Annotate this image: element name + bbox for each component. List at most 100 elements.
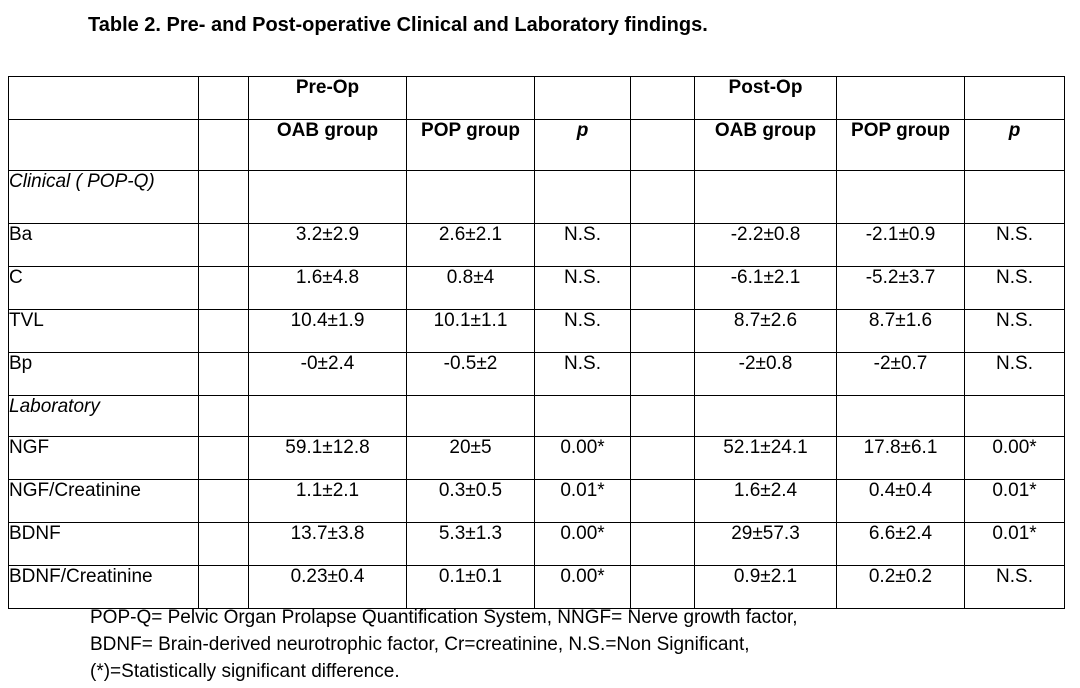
value-cell: 0.00* <box>534 522 631 566</box>
column-header-row: OAB group POP group p OAB group POP grou… <box>8 119 1065 171</box>
empty-cell <box>8 119 199 171</box>
value-cell: -2.1±0.9 <box>836 223 965 267</box>
row-label: NGF/Creatinine <box>8 479 199 523</box>
table-row: BDNF 13.7±3.8 5.3±1.3 0.00* 29±57.3 6.6±2.4 0.… <box>8 522 1065 566</box>
empty-cell <box>630 436 695 480</box>
value-cell: 1.1±2.1 <box>248 479 407 523</box>
empty-cell <box>198 565 249 609</box>
value-cell: 13.7±3.8 <box>248 522 407 566</box>
empty-cell <box>630 266 695 310</box>
value-cell: 0.01* <box>534 479 631 523</box>
value-cell: N.S. <box>534 223 631 267</box>
value-cell: -6.1±2.1 <box>694 266 837 310</box>
table-row: BDNF/Creatinine 0.23±0.4 0.1±0.1 0.00* 0.9±2… <box>8 565 1065 609</box>
value-cell: -2.2±0.8 <box>694 223 837 267</box>
column-header-pre-pop: POP group <box>406 119 535 171</box>
value-cell: N.S. <box>964 565 1065 609</box>
value-cell: -0.5±2 <box>406 352 535 396</box>
empty-cell <box>630 395 695 437</box>
empty-cell <box>198 309 249 353</box>
value-cell: 8.7±2.6 <box>694 309 837 353</box>
footnote-line: BDNF= Brain-derived neurotrophic factor,… <box>90 634 750 655</box>
row-label: BDNF <box>8 522 199 566</box>
table-row: Ba 3.2±2.9 2.6±2.1 N.S. -2.2±0.8 -2.1±0.9 N.S. <box>8 223 1065 267</box>
empty-cell <box>630 170 695 224</box>
value-cell: 6.6±2.4 <box>836 522 965 566</box>
empty-cell <box>198 522 249 566</box>
value-cell: 10.4±1.9 <box>248 309 407 353</box>
value-cell: N.S. <box>964 352 1065 396</box>
value-cell: -0±2.4 <box>248 352 407 396</box>
value-cell: N.S. <box>964 309 1065 353</box>
table-title: Table 2. Pre- and Post-operative Clinica… <box>88 14 708 36</box>
section-row: Laboratory <box>8 395 1065 437</box>
value-cell: 10.1±1.1 <box>406 309 535 353</box>
table-row: NGF/Creatinine 1.1±2.1 0.3±0.5 0.01* 1.6±2.4… <box>8 479 1065 523</box>
row-label: NGF <box>8 436 199 480</box>
empty-cell <box>630 76 695 120</box>
empty-cell <box>630 223 695 267</box>
value-cell: -2±0.8 <box>694 352 837 396</box>
value-cell: 0.00* <box>534 436 631 480</box>
footnote-line: (*)=Statistically significant difference… <box>90 661 400 682</box>
column-header-post-oab: OAB group <box>694 119 837 171</box>
findings-table: Pre-Op Post-Op OAB group POP group p OAB… <box>8 76 1065 609</box>
value-cell: 17.8±6.1 <box>836 436 965 480</box>
value-cell: 0.4±0.4 <box>836 479 965 523</box>
value-cell: 0.8±4 <box>406 266 535 310</box>
empty-cell <box>964 395 1065 437</box>
empty-cell <box>406 170 535 224</box>
empty-cell <box>534 395 631 437</box>
value-cell: N.S. <box>964 266 1065 310</box>
value-cell: -5.2±3.7 <box>836 266 965 310</box>
empty-cell <box>630 479 695 523</box>
value-cell: 59.1±12.8 <box>248 436 407 480</box>
value-cell: 0.00* <box>534 565 631 609</box>
section-label: Laboratory <box>8 395 199 437</box>
row-label: C <box>8 266 199 310</box>
empty-cell <box>8 76 199 120</box>
footnote: POP-Q= Pelvic Organ Prolapse Quantificat… <box>90 604 798 685</box>
value-cell: 8.7±1.6 <box>836 309 965 353</box>
value-cell: 1.6±4.8 <box>248 266 407 310</box>
empty-cell <box>198 119 249 171</box>
section-label: Clinical ( POP-Q) <box>8 170 199 224</box>
empty-cell <box>198 436 249 480</box>
column-header-pre-oab: OAB group <box>248 119 407 171</box>
value-cell: 0.9±2.1 <box>694 565 837 609</box>
value-cell: -2±0.7 <box>836 352 965 396</box>
empty-cell <box>248 170 407 224</box>
value-cell: 0.2±0.2 <box>836 565 965 609</box>
empty-cell <box>836 170 965 224</box>
empty-cell <box>248 395 407 437</box>
empty-cell <box>198 479 249 523</box>
empty-cell <box>964 170 1065 224</box>
column-header-pre-p: p <box>534 119 631 171</box>
table-row: C 1.6±4.8 0.8±4 N.S. -6.1±2.1 -5.2±3.7 N.S. <box>8 266 1065 310</box>
value-cell: 5.3±1.3 <box>406 522 535 566</box>
value-cell: 0.00* <box>964 436 1065 480</box>
empty-cell <box>198 395 249 437</box>
post-op-header: Post-Op <box>694 76 837 120</box>
value-cell: N.S. <box>534 266 631 310</box>
value-cell: 0.23±0.4 <box>248 565 407 609</box>
column-header-post-pop: POP group <box>836 119 965 171</box>
footnote-line: POP-Q= Pelvic Organ Prolapse Quantificat… <box>90 607 798 628</box>
phase-header-row: Pre-Op Post-Op <box>8 76 1065 120</box>
row-label: BDNF/Creatinine <box>8 565 199 609</box>
empty-cell <box>198 76 249 120</box>
value-cell: 3.2±2.9 <box>248 223 407 267</box>
value-cell: 29±57.3 <box>694 522 837 566</box>
empty-cell <box>694 170 837 224</box>
pre-op-header: Pre-Op <box>248 76 407 120</box>
empty-cell <box>198 170 249 224</box>
value-cell: 0.1±0.1 <box>406 565 535 609</box>
empty-cell <box>198 223 249 267</box>
column-header-post-p: p <box>964 119 1065 171</box>
empty-cell <box>836 395 965 437</box>
empty-cell <box>964 76 1065 120</box>
table-row: NGF 59.1±12.8 20±5 0.00* 52.1±24.1 17.8±6.1 0.… <box>8 436 1065 480</box>
table-row: Bp -0±2.4 -0.5±2 N.S. -2±0.8 -2±0.7 N.S. <box>8 352 1065 396</box>
empty-cell <box>406 395 535 437</box>
row-label: Bp <box>8 352 199 396</box>
